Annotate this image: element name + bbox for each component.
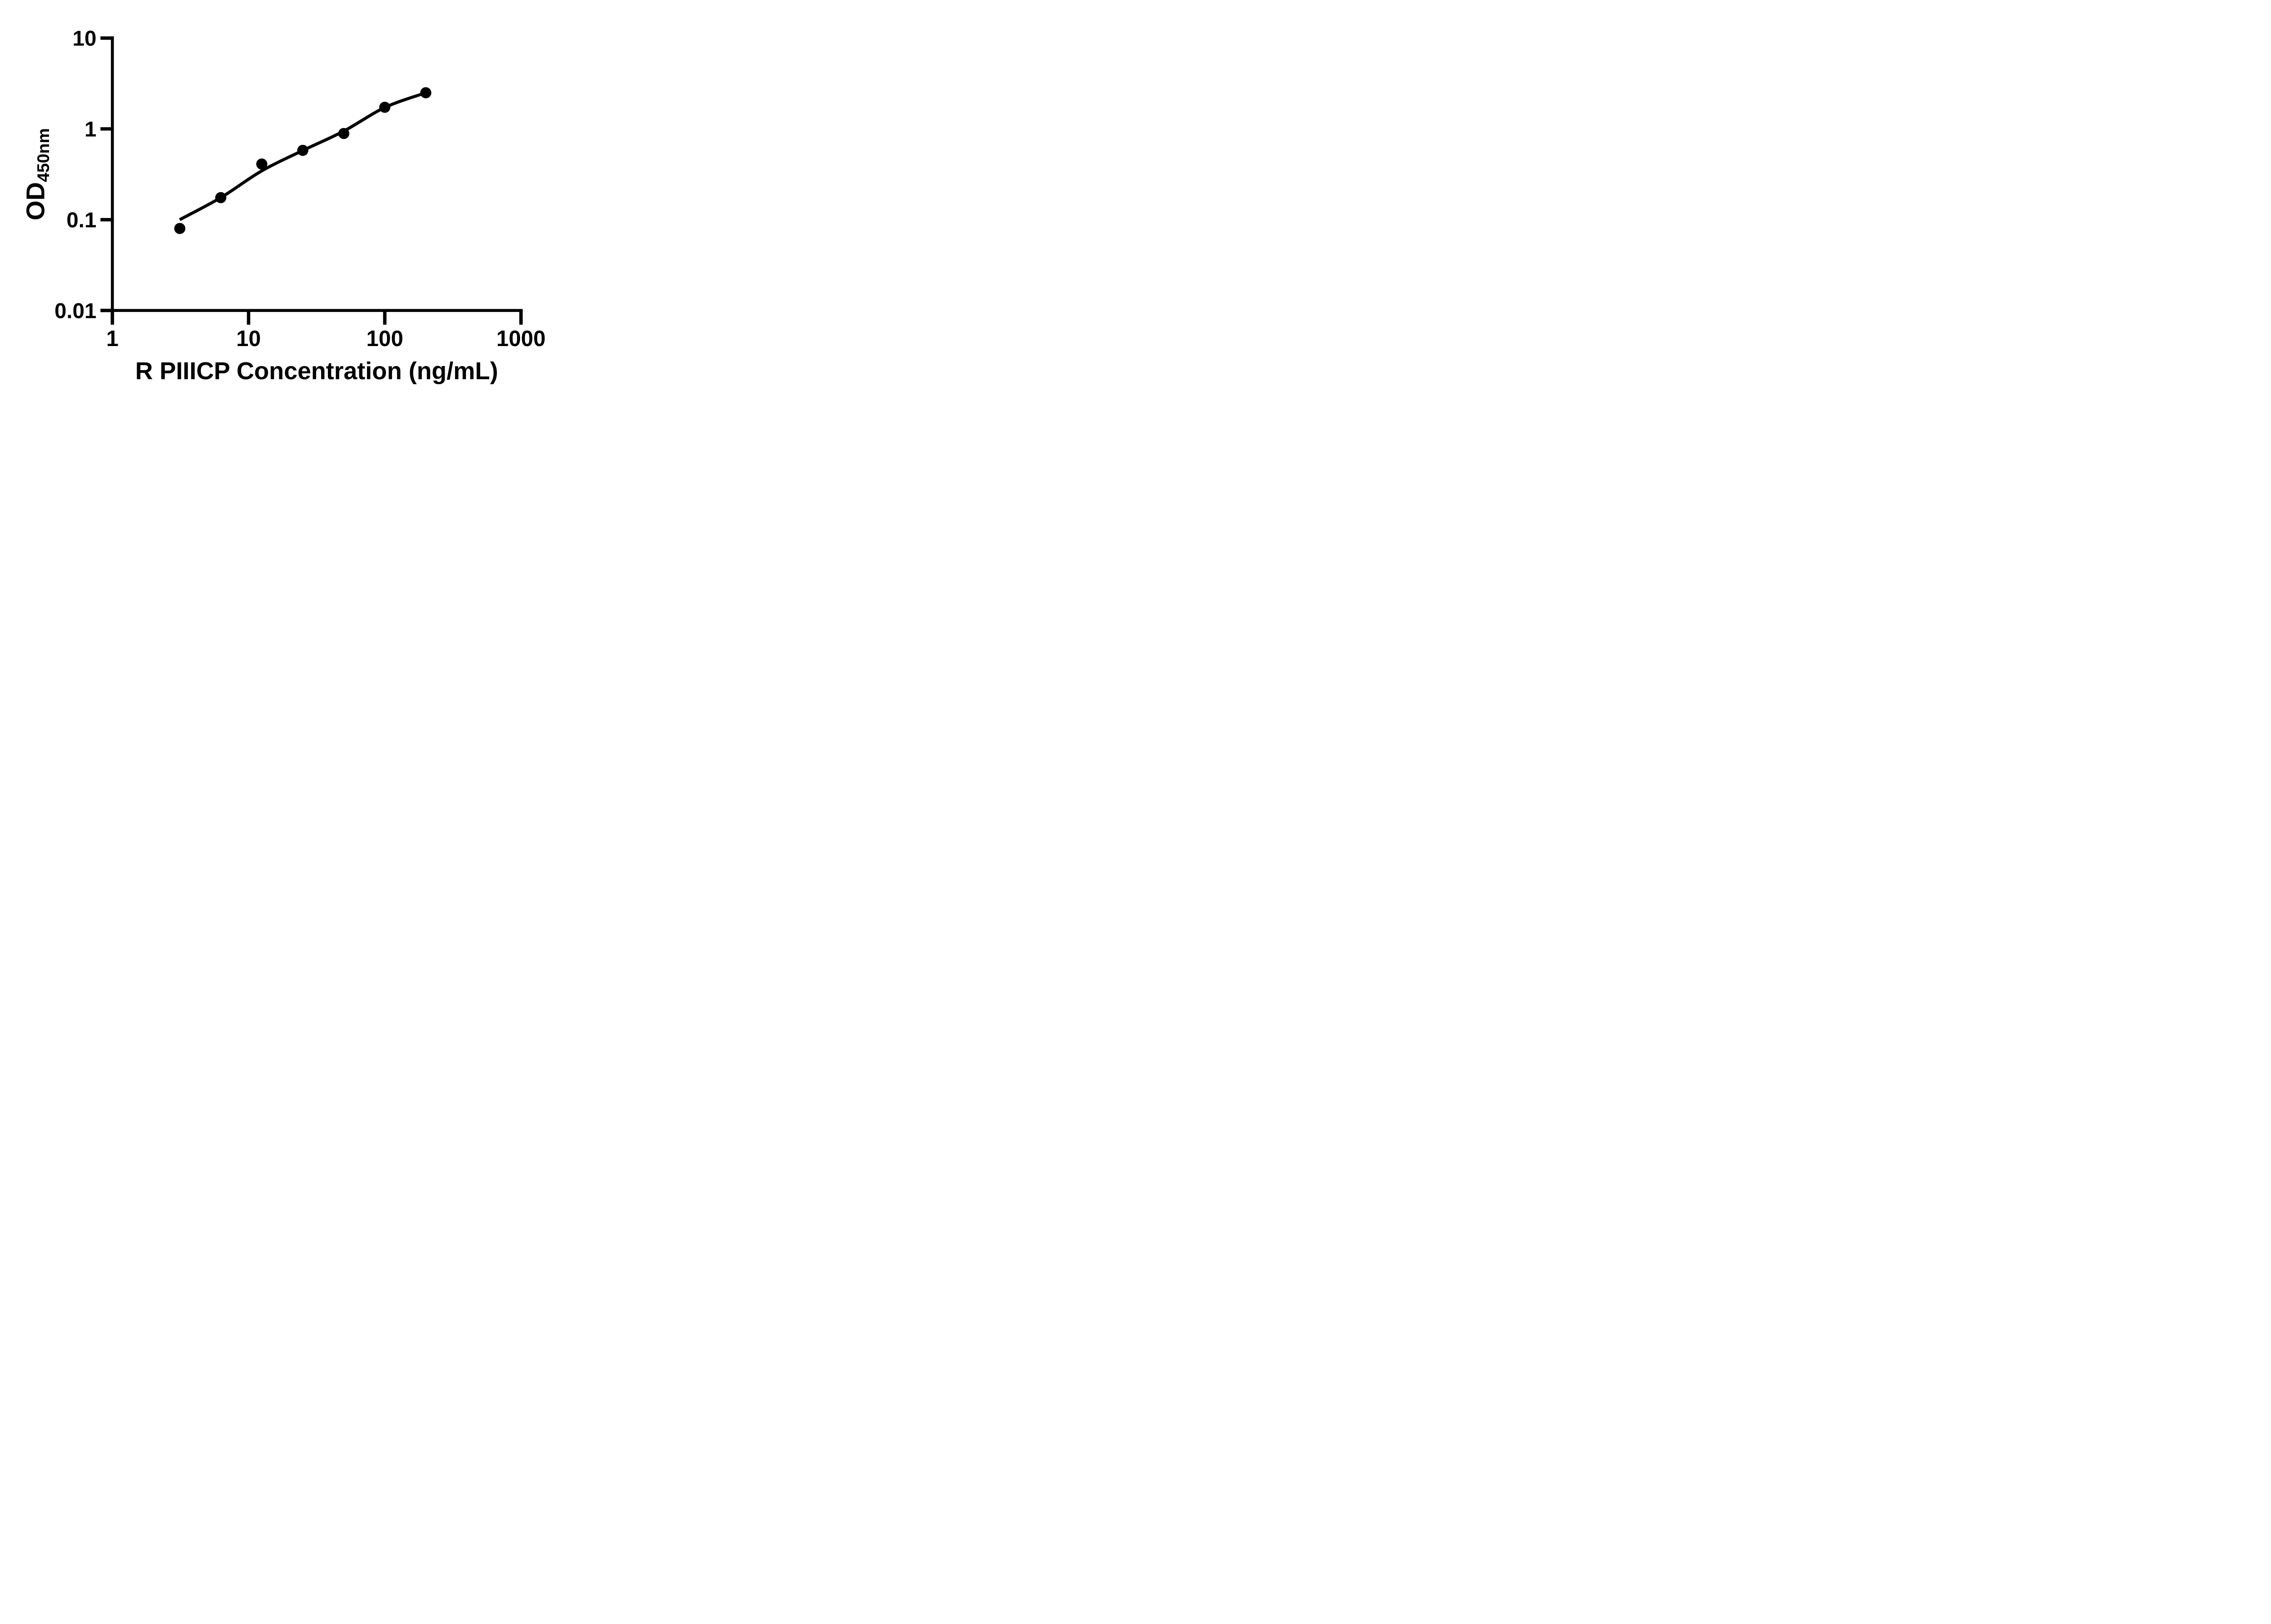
y-tick-label: 10	[73, 27, 97, 51]
y-tick-label: 1	[84, 118, 96, 142]
y-axis-title-base: OD	[21, 182, 50, 220]
y-tick-label: 0.1	[66, 208, 96, 232]
y-tick-label: 0.01	[55, 299, 96, 323]
data-point	[379, 101, 391, 113]
data-point	[338, 128, 350, 139]
data-point	[215, 192, 227, 203]
data-point	[256, 158, 268, 170]
elisa-standard-curve-figure: 0.01 0.1 1 10 1 10 100 1000 R PIIICP Concentrati…	[0, 0, 584, 406]
x-tick-label: 1000	[496, 327, 545, 351]
data-point	[297, 144, 308, 156]
y-axis-title: OD450nm	[21, 128, 52, 220]
data-point	[174, 223, 186, 234]
x-axis-title: R PIIICP Concentration (ng/mL)	[135, 357, 498, 385]
data-point	[420, 87, 431, 99]
x-tick-label: 10	[236, 327, 261, 351]
x-tick-label: 100	[367, 327, 403, 351]
x-tick-label: 1	[106, 327, 119, 351]
y-axis-title-subscript: 450nm	[34, 128, 53, 182]
standard-curve-chart: 0.01 0.1 1 10 1 10 100 1000 R PIIICP Concentrati…	[21, 27, 545, 385]
